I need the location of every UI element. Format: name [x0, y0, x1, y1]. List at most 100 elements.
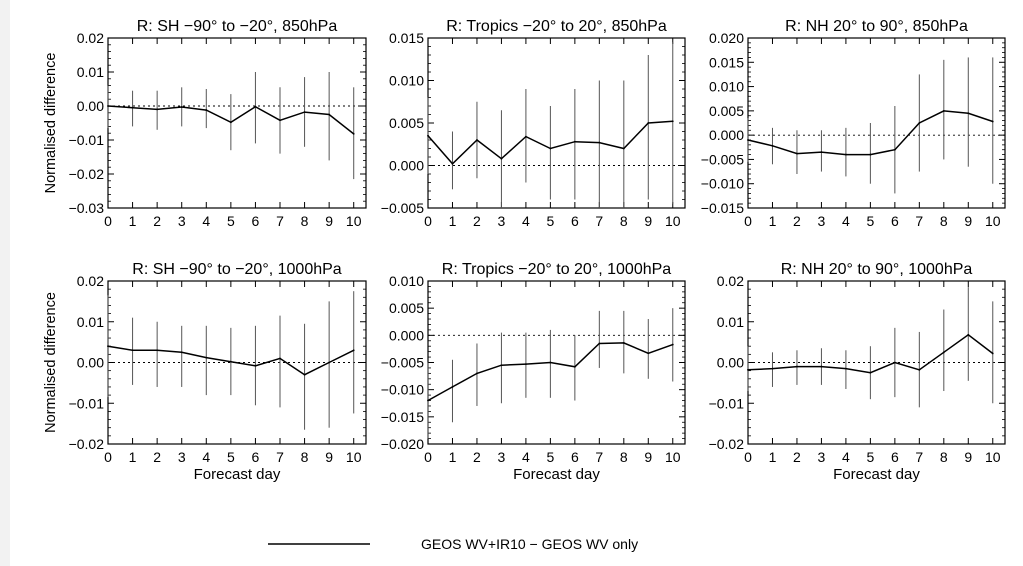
x-tick-label: 10 — [985, 213, 1001, 229]
x-tick-label: 3 — [178, 449, 186, 465]
data-point — [918, 368, 921, 371]
data-point — [918, 122, 921, 124]
data-point — [451, 162, 454, 165]
data-point — [893, 148, 896, 151]
data-point — [671, 343, 674, 346]
x-tick-label: 3 — [178, 213, 186, 229]
y-tick-label: −0.015 — [381, 409, 424, 425]
data-point — [156, 349, 159, 352]
x-axis-label: Forecast day — [194, 466, 281, 483]
data-point — [549, 147, 552, 150]
data-point — [107, 345, 109, 348]
x-tick-label: 0 — [744, 449, 752, 465]
x-tick-label: 3 — [498, 213, 506, 229]
data-point — [328, 113, 331, 116]
y-tick-label: −0.005 — [381, 200, 424, 216]
data-point — [303, 111, 306, 114]
panel-title: R: SH −90° to −20°, 850hPa — [137, 18, 338, 35]
y-tick-label: 0.010 — [389, 73, 424, 89]
chart-panel-4: R: SH −90° to −20°, 1000hPa −0.02 −0.01 0.0… — [43, 261, 367, 483]
data-point — [622, 147, 625, 150]
y-tick-label: 0.01 — [717, 314, 744, 330]
panel-title: R: Tropics −20° to 20°, 850hPa — [446, 18, 667, 35]
data-point — [279, 119, 281, 122]
data-point — [747, 139, 749, 141]
x-tick-label: 10 — [665, 213, 681, 229]
x-tick-label: 2 — [793, 449, 801, 465]
series-1 — [107, 291, 355, 430]
x-tick-label: 4 — [842, 213, 850, 229]
legend: GEOS WV+IR10 − GEOS WV only — [268, 536, 638, 552]
y-tick-label: 0.005 — [389, 115, 424, 131]
x-tick-label: 1 — [129, 213, 137, 229]
x-tick-label: 1 — [769, 213, 777, 229]
panel-title: R: NH 20° to 90°, 850hPa — [785, 18, 968, 35]
x-tick-label: 6 — [571, 449, 579, 465]
y-tick-label: 0.010 — [709, 79, 744, 95]
x-tick-label: 0 — [104, 449, 112, 465]
y-tick-label: −0.02 — [709, 436, 745, 452]
x-tick-label: 9 — [325, 449, 333, 465]
x-tick-label: 8 — [620, 449, 628, 465]
data-point — [845, 367, 847, 370]
data-point — [671, 120, 674, 123]
data-point — [845, 153, 847, 156]
y-tick-label: −0.010 — [701, 176, 744, 192]
x-tick-label: 1 — [449, 449, 457, 465]
x-tick-label: 8 — [301, 213, 309, 229]
x-tick-label: 0 — [104, 213, 112, 229]
chart-panel-6: R: NH 20° to 90°, 1000hPa −0.02 −0.01 0.00 0… — [709, 261, 1006, 483]
x-tick-label: 9 — [644, 213, 652, 229]
data-point — [476, 139, 478, 141]
x-tick-label: 7 — [915, 213, 923, 229]
chart-panel-2: R: Tropics −20° to 20°, 850hPa −0.005 0.00… — [381, 18, 686, 229]
data-point — [279, 357, 281, 360]
x-tick-label: 8 — [940, 449, 948, 465]
legend-label: GEOS WV+IR10 − GEOS WV only — [421, 536, 638, 552]
y-tick-label: 0.01 — [77, 314, 104, 330]
y-tick-label: 0.020 — [709, 30, 744, 46]
x-tick-label: 2 — [153, 213, 161, 229]
y-tick-label: 0.010 — [389, 273, 424, 289]
data-point — [598, 342, 601, 345]
series-1 — [427, 42, 674, 208]
y-tick-label: 0.00 — [77, 355, 104, 371]
plot-frame — [747, 280, 1006, 445]
y-tick-label: 0.000 — [389, 327, 424, 343]
x-tick-label: 6 — [252, 449, 260, 465]
y-axis-label: Normalised difference — [43, 53, 59, 194]
data-point — [352, 349, 355, 352]
data-point — [622, 342, 625, 344]
x-tick-label: 3 — [498, 449, 506, 465]
x-tick-label: 2 — [153, 449, 161, 465]
series-1 — [107, 72, 355, 180]
figure: GEOS WV+IR10 − GEOS WV only R: SH −90° t… — [10, 0, 1023, 566]
x-tick-label: 7 — [276, 449, 284, 465]
data-point — [451, 386, 454, 388]
data-point — [525, 363, 527, 366]
y-tick-label: −0.01 — [69, 132, 105, 148]
y-tick-label: 0.015 — [709, 54, 744, 70]
data-point — [771, 367, 774, 370]
x-tick-label: 3 — [818, 213, 826, 229]
panel-title: R: NH 20° to 90°, 1000hPa — [781, 261, 973, 278]
series-1 — [427, 308, 674, 439]
data-point — [942, 109, 945, 112]
y-tick-label: 0.01 — [77, 64, 104, 80]
data-point — [205, 356, 208, 359]
data-point — [476, 372, 478, 375]
x-tick-label: 10 — [346, 213, 362, 229]
x-tick-label: 7 — [595, 449, 603, 465]
data-point — [303, 373, 306, 376]
y-tick-label: −0.020 — [381, 436, 424, 452]
panel-title: R: SH −90° to −20°, 1000hPa — [132, 261, 341, 278]
series-1 — [747, 57, 994, 194]
data-point — [427, 399, 429, 402]
x-tick-label: 8 — [301, 449, 309, 465]
plot-frame — [427, 37, 686, 209]
x-tick-label: 4 — [202, 449, 210, 465]
x-tick-label: 4 — [522, 213, 530, 229]
plot-frame — [107, 37, 367, 209]
x-tick-label: 10 — [665, 449, 681, 465]
data-point — [549, 361, 552, 364]
